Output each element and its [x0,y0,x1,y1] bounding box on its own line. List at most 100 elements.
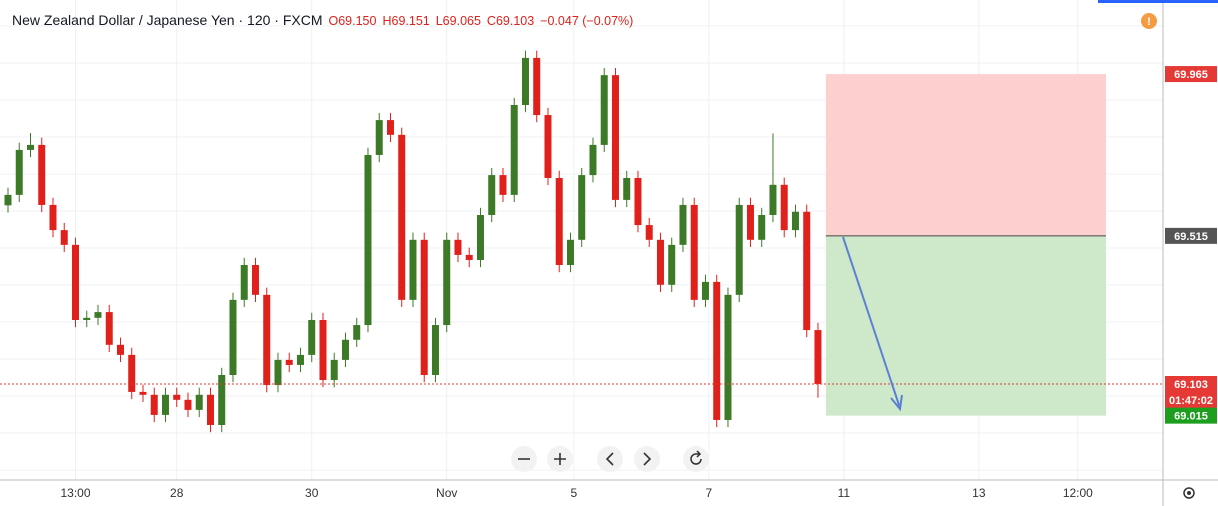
candle-body [206,394,214,425]
settings-icon-center [1187,491,1191,495]
candle-body [375,120,383,155]
open-value: O69.150 [328,14,377,28]
candle-body [555,177,563,265]
candle-body [780,184,788,231]
candle-body [71,244,79,320]
candle-body [420,239,428,376]
candle-body [656,239,664,285]
scroll-right-button[interactable] [634,446,660,472]
candle-body [454,239,462,255]
candle-body [443,239,451,326]
info-icon-glyph: ! [1147,16,1151,28]
candle-body [285,359,293,365]
candle-body [330,359,338,381]
candle-body [713,281,721,420]
price-tag [1165,407,1217,424]
projection-arrow [842,236,901,409]
candle-body [184,399,192,410]
candle-body [4,194,12,206]
candle-body [645,225,653,240]
x-tick-label: 11 [838,486,851,500]
candle-body [353,325,361,340]
candle-body [431,325,439,376]
candle-body [49,204,57,231]
change-value: −0.047 (−0.07%) [540,14,634,28]
candle-body [533,57,541,116]
symbol-header: New Zealand Dollar / Japanese Yen · 120 … [12,12,633,28]
candle-body [364,154,372,326]
scroll-left-button[interactable] [597,446,623,472]
stop-zone [825,74,1106,236]
candle-body [701,281,709,300]
candle-body [319,320,327,381]
candle-body [746,204,754,240]
x-tick-label: 28 [170,486,184,500]
price-tag-label: 69.103 [1174,379,1208,391]
candle-body [679,204,687,245]
candle-body [116,344,124,355]
price-tag [1165,376,1217,392]
x-tick-label: 5 [571,486,578,500]
candle-body [814,330,822,384]
candle-body [251,264,259,295]
reset-icon [690,450,702,465]
projection-arrow-head [890,394,903,412]
x-tick-label: 12:00 [1063,486,1093,500]
candle-body [499,175,507,195]
candle-body [566,239,574,265]
x-tick-label: 13:00 [60,486,90,500]
candle-body [735,204,743,295]
candle-body [94,312,102,318]
price-tag-label: 69.515 [1174,231,1208,243]
candle-body [791,211,799,231]
candle-body [488,175,496,216]
candle-body [274,359,282,386]
candle-body [26,144,34,150]
candle-body [724,294,732,420]
candle-body [263,294,271,386]
candle-body [150,394,158,415]
info-icon[interactable] [1141,13,1157,29]
candle-body [83,317,91,320]
x-tick-label: Nov [436,486,457,500]
candle-body [409,239,417,300]
candle-body [465,254,473,260]
candle-body [60,230,68,245]
candle-body [173,394,181,400]
candle-body [240,264,248,300]
candle-body [758,215,766,240]
x-tick-label: 13 [972,486,986,500]
low-value: L69.065 [435,14,481,28]
x-tick-label: 30 [305,486,319,500]
axes: 13:00 28 30 Nov 5 7 11 13 12:00 69.965 69.515 69.10… [60,66,1217,500]
high-value: H69.151 [382,14,430,28]
close-value: C69.103 [486,14,535,28]
settings-icon [1183,487,1195,499]
reset-button[interactable] [683,446,709,472]
candle-body [218,375,226,425]
candle-body [398,134,406,300]
candle-body [386,120,394,135]
x-tick-label: 7 [706,486,713,500]
settings-button[interactable] [1183,487,1195,499]
candle-body [510,104,518,195]
candle-body [623,177,631,200]
candle-body [600,75,608,145]
candle-body [476,215,484,260]
candle-body [105,312,113,345]
price-tag-label: 69.015 [1174,411,1208,423]
scroll-left-icon [605,452,614,466]
candle-body [521,57,529,105]
price-tag [1165,66,1217,83]
countdown-label: 01:47:02 [1169,395,1213,407]
target-zone [825,235,1106,416]
candle-body [544,115,552,178]
candle-body [128,354,136,392]
candle-body [634,177,642,226]
zoom-in-icon [554,453,566,465]
scroll-right-icon [643,452,652,466]
candle-body [308,320,316,355]
symbol-title: New Zealand Dollar / Japanese Yen · 120 … [12,12,323,28]
